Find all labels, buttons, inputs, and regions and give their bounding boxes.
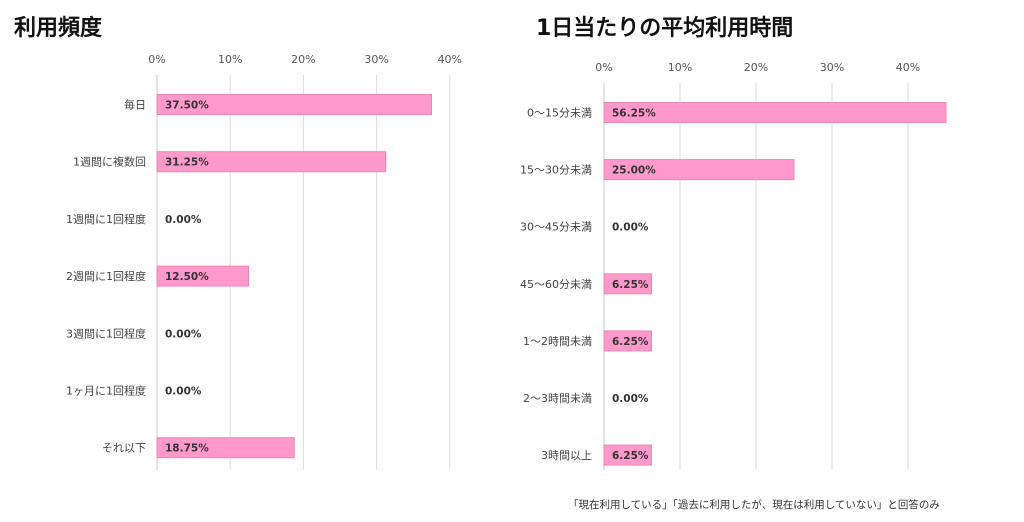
time-category-label: 3時間以上 <box>541 449 592 462</box>
freq-category-label: 1週間に複数回 <box>73 155 146 169</box>
time-data-label: 0.00% <box>612 222 649 234</box>
time-bar <box>603 102 947 123</box>
freq-bar <box>156 437 295 459</box>
freq-category-label: 2週間に1回程度 <box>66 269 146 283</box>
time-data-label: 56.25% <box>612 108 656 120</box>
time-tick-label: 10% <box>668 61 692 74</box>
freq-tick-label: 0% <box>148 53 165 66</box>
time-bar <box>603 273 652 295</box>
time-bar <box>603 330 652 352</box>
time-data-label: 0.00% <box>612 393 649 405</box>
time-bar <box>603 159 795 181</box>
time-category-label: 15〜30分未満 <box>520 164 592 177</box>
time-data-label: 6.25% <box>612 336 649 348</box>
time-category-label: 1〜2時間未満 <box>523 335 592 348</box>
freq-data-label: 12.50% <box>165 271 209 283</box>
freq-data-label: 0.00% <box>165 386 202 398</box>
freq-data-label: 0.00% <box>165 214 202 226</box>
time-category-label: 45〜60分未満 <box>520 278 592 291</box>
time-tick-label: 40% <box>896 61 920 74</box>
freq-bar <box>156 94 432 115</box>
time-data-label: 6.25% <box>612 279 649 291</box>
freq-category-label: 1週間に1回程度 <box>66 212 146 226</box>
freq-category-label: 1ヶ月に1回程度 <box>66 384 146 398</box>
freq-tick-label: 40% <box>438 53 462 66</box>
freq-tick-label: 30% <box>364 53 388 66</box>
time-tick-label: 30% <box>820 61 844 74</box>
footnote: 「現在利用している」「過去に利用したが、現在は利用していない」と回答のみ <box>568 499 940 511</box>
freq-bar <box>156 265 249 287</box>
time-tick-label: 0% <box>595 61 612 74</box>
freq-category-label: それ以下 <box>102 442 146 455</box>
time-tick-label: 20% <box>744 61 768 74</box>
freq-bar <box>156 151 387 173</box>
time-data-label: 25.00% <box>612 165 656 177</box>
freq-data-label: 31.25% <box>165 157 209 169</box>
freq-data-label: 0.00% <box>165 328 202 340</box>
time-category-label: 2〜3時間未満 <box>523 392 592 405</box>
freq-data-label: 37.50% <box>165 100 209 112</box>
chart-title-usage-frequency: 利用頻度 <box>14 16 103 41</box>
time-category-label: 0〜15分未満 <box>527 107 592 120</box>
freq-category-label: 3週間に1回程度 <box>66 326 146 340</box>
freq-tick-label: 10% <box>218 53 242 66</box>
freq-tick-label: 20% <box>291 53 315 66</box>
chart-title-daily-usage-time: 1日当たりの平均利用時間 <box>536 16 794 41</box>
time-category-label: 30〜45分未満 <box>520 221 592 234</box>
freq-category-label: 毎日 <box>124 99 146 112</box>
time-data-label: 6.25% <box>612 450 649 462</box>
freq-data-label: 18.75% <box>165 443 209 455</box>
time-bar <box>603 444 652 466</box>
